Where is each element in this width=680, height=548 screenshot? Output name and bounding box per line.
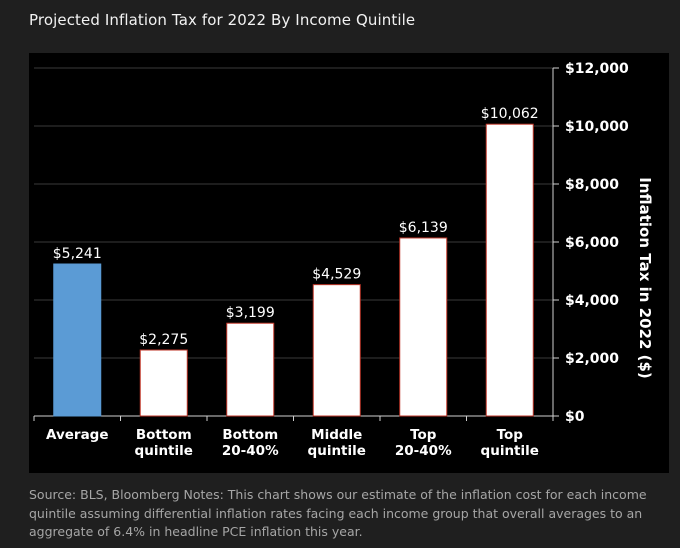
x-tick-label: 20-40% xyxy=(395,443,452,459)
y-tick-label: $2,000 xyxy=(565,351,619,367)
x-tick-label: Bottom xyxy=(136,427,192,443)
x-tick-label: Top xyxy=(497,427,524,443)
data-label: $4,529 xyxy=(312,267,361,283)
source-note: Source: BLS, Bloomberg Notes: This chart… xyxy=(29,487,647,539)
bar xyxy=(485,123,534,417)
data-label: $3,199 xyxy=(226,305,275,321)
data-label: $2,275 xyxy=(139,332,188,348)
x-tick-label: Average xyxy=(46,427,109,443)
bar xyxy=(226,322,275,417)
chart-title: Projected Inflation Tax for 2022 By Inco… xyxy=(29,11,416,29)
bar xyxy=(312,284,361,417)
data-label: $10,062 xyxy=(481,106,539,122)
x-tick-label: Bottom xyxy=(222,427,278,443)
bar xyxy=(399,237,448,417)
y-tick-label: $4,000 xyxy=(565,293,619,309)
x-tick-label: 20-40% xyxy=(222,443,279,459)
x-tick-label: Top xyxy=(410,427,437,443)
y-tick-label: $8,000 xyxy=(565,177,619,193)
x-tick-label: quintile xyxy=(135,443,193,459)
bar-chart: $0 $2,000 $4,000 $6,000 $8,000 $10,000 $12,000… xyxy=(33,61,654,459)
data-label: $5,241 xyxy=(53,246,102,262)
y-tick-label: $12,000 xyxy=(565,61,629,77)
bar xyxy=(53,263,102,417)
x-tick-label: quintile xyxy=(308,443,366,459)
data-label: $6,139 xyxy=(399,220,448,236)
y-tick-label: $10,000 xyxy=(565,119,629,135)
y-tick-label: $6,000 xyxy=(565,235,619,251)
x-tick-label: quintile xyxy=(481,443,539,459)
bar xyxy=(139,349,188,417)
y-tick-label: $0 xyxy=(565,409,585,425)
chart-panel: $0 $2,000 $4,000 $6,000 $8,000 $10,000 $12,000… xyxy=(29,53,669,473)
y-axis-title: Inflation Tax in 2022 ($) xyxy=(636,177,654,379)
x-tick-label: Middle xyxy=(311,427,362,443)
